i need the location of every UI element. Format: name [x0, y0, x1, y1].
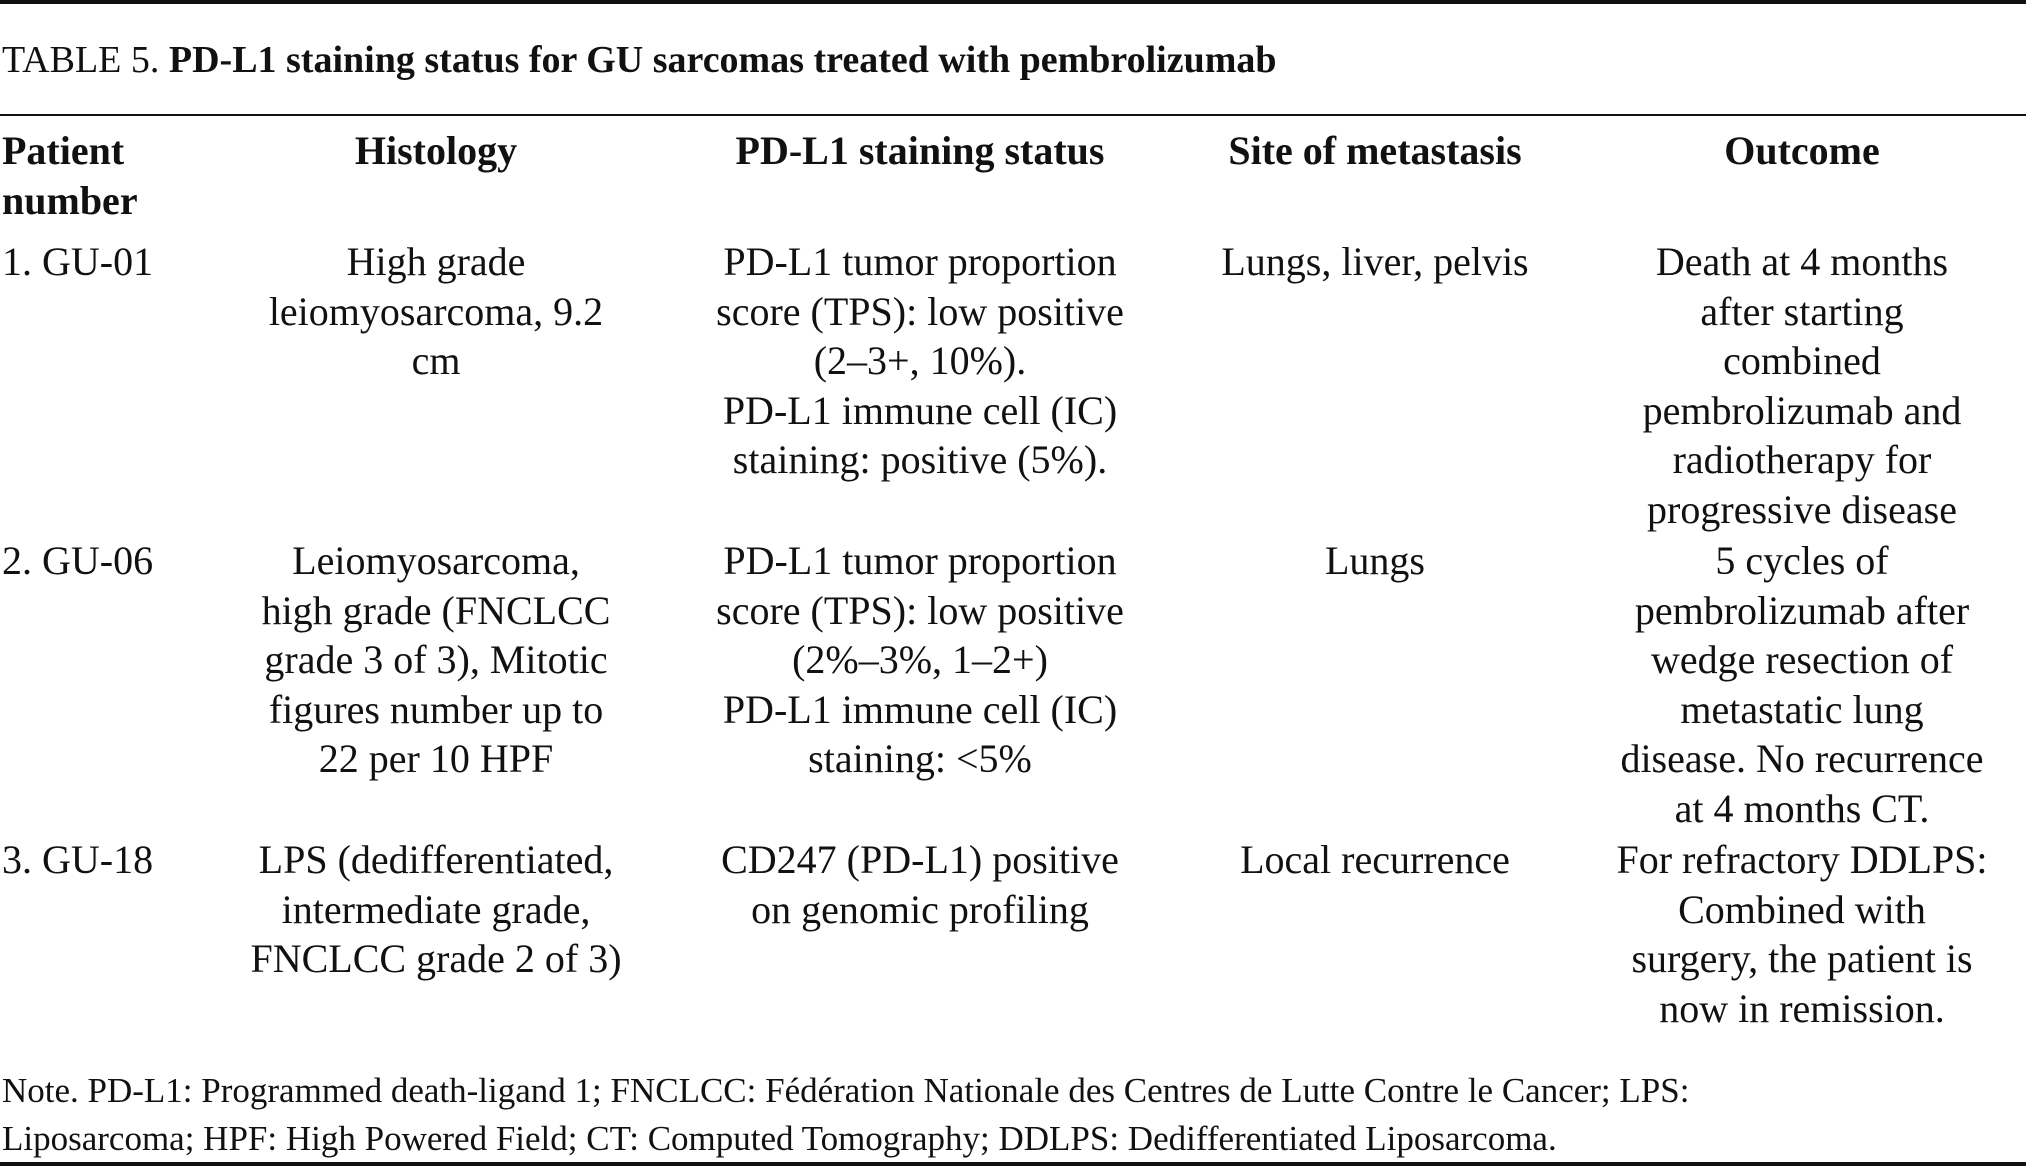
row-2-outcome-line: disease. No recurrence	[1620, 736, 1984, 781]
table-title: PD-L1 staining status for GU sarcomas tr…	[168, 39, 1277, 81]
row-3-outcome: For refractory DDLPS: Combined with surg…	[1580, 835, 2024, 1033]
row-3-outcome-line: now in remission.	[1659, 985, 1945, 1031]
row-3-histology-line: FNCLCC grade 2 of 3)	[250, 936, 622, 981]
row-2-site-text: Lungs	[1325, 538, 1425, 583]
row-2-pdl1-status: PD-L1 tumor proportion score (TPS): low …	[665, 536, 1175, 784]
row-2-histology-line: 22 per 10 HPF	[318, 736, 554, 781]
row-1-pdl1-line: score (TPS): low positive	[716, 288, 1124, 334]
header-patient-number: Patient number	[2, 126, 202, 225]
header-patient-number-line-1: Patient	[2, 128, 125, 173]
row-1-histology: High grade leiomyosarcoma, 9.2 cm	[210, 237, 662, 386]
row-2-outcome-line: 5 cycles of	[1715, 538, 1889, 583]
row-1-outcome-line: pembrolizumab and	[1642, 387, 1962, 433]
row-2-outcome-line: metastatic lung	[1680, 686, 1924, 732]
header-site-of-metastasis-text: Site of metastasis	[1228, 128, 1522, 173]
header-outcome-text: Outcome	[1724, 128, 1880, 173]
row-3-histology-line: LPS (dedifferentiated,	[258, 837, 614, 882]
row-3-patient-number-text: 3. GU-18	[2, 837, 154, 882]
row-3-outcome-line: Combined with	[1678, 886, 1926, 932]
header-outcome: Outcome	[1580, 126, 2024, 176]
row-2-histology: Leiomyosarcoma, high grade (FNCLCC grade…	[210, 536, 662, 784]
row-1-histology-line: High grade	[346, 239, 526, 284]
row-1-site-text: Lungs, liver, pelvis	[1221, 239, 1529, 284]
row-3-histology-line: intermediate grade,	[281, 886, 591, 932]
bottom-rule	[0, 1162, 2026, 1166]
row-1-outcome: Death at 4 months after starting combine…	[1580, 237, 2024, 534]
header-pdl1-status: PD-L1 staining status	[665, 126, 1175, 176]
header-patient-number-line-2: number	[2, 177, 138, 223]
row-2-outcome-line: wedge resection of	[1650, 637, 1954, 682]
top-rule	[0, 0, 2026, 4]
header-site-of-metastasis: Site of metastasis	[1180, 126, 1570, 176]
row-1-histology-line: leiomyosarcoma, 9.2	[268, 288, 604, 334]
row-1-site-of-metastasis: Lungs, liver, pelvis	[1180, 237, 1570, 287]
row-3-outcome-line: surgery, the patient is	[1631, 936, 1973, 981]
row-2-patient-number: 2. GU-06	[2, 536, 202, 586]
row-1-outcome-line: radiotherapy for	[1672, 437, 1932, 482]
row-3-histology: LPS (dedifferentiated, intermediate grad…	[210, 835, 662, 984]
header-pdl1-status-text: PD-L1 staining status	[735, 128, 1105, 173]
row-1-outcome-line: after starting	[1700, 288, 1904, 334]
row-1-pdl1-line: (2–3+, 10%).	[813, 338, 1027, 383]
row-2-outcome-line: at 4 months CT.	[1674, 785, 1930, 831]
row-3-site-text: Local recurrence	[1240, 837, 1510, 882]
row-1-pdl1-line: staining: positive (5%).	[732, 437, 1108, 482]
table-note-line-2: Liposarcoma; HPF: High Powered Field; CT…	[2, 1119, 1557, 1158]
row-3-site-of-metastasis: Local recurrence	[1180, 835, 1570, 885]
row-1-patient-number-text: 1. GU-01	[2, 239, 154, 284]
row-3-pdl1-line: on genomic profiling	[751, 886, 1089, 932]
row-1-outcome-line: progressive disease	[1647, 486, 1957, 532]
row-3-patient-number: 3. GU-18	[2, 835, 202, 885]
table-note: Note. PD-L1: Programmed death-ligand 1; …	[2, 1067, 2024, 1163]
row-1-histology-line: cm	[411, 338, 461, 383]
row-3-pdl1-status: CD247 (PD-L1) positive on genomic profil…	[665, 835, 1175, 934]
row-2-pdl1-line: (2%–3%, 1–2+)	[792, 637, 1048, 682]
row-2-pdl1-line: score (TPS): low positive	[716, 587, 1124, 633]
row-1-patient-number: 1. GU-01	[2, 237, 202, 287]
row-3-outcome-line: For refractory DDLPS:	[1616, 837, 1988, 882]
table-caption: TABLE 5. PD-L1 staining status for GU sa…	[2, 36, 1277, 84]
header-histology: Histology	[210, 126, 662, 176]
row-2-outcome: 5 cycles of pembrolizumab after wedge re…	[1580, 536, 2024, 833]
row-1-pdl1-line: PD-L1 tumor proportion	[723, 239, 1117, 284]
row-3-pdl1-line: CD247 (PD-L1) positive	[721, 837, 1119, 882]
row-2-outcome-line: pembrolizumab after	[1634, 587, 1970, 633]
row-1-outcome-line: combined	[1723, 338, 1881, 383]
row-2-pdl1-line: PD-L1 immune cell (IC)	[722, 686, 1118, 732]
row-1-pdl1-line: PD-L1 immune cell (IC)	[722, 387, 1118, 433]
row-1-outcome-line: Death at 4 months	[1655, 239, 1949, 284]
row-2-histology-line: Leiomyosarcoma,	[292, 538, 580, 583]
row-2-pdl1-line: PD-L1 tumor proportion	[723, 538, 1117, 583]
row-2-histology-line: high grade (FNCLCC	[261, 587, 611, 633]
row-2-pdl1-line: staining: <5%	[808, 736, 1032, 781]
row-2-patient-number-text: 2. GU-06	[2, 538, 154, 583]
header-histology-text: Histology	[354, 128, 518, 173]
row-1-pdl1-status: PD-L1 tumor proportion score (TPS): low …	[665, 237, 1175, 485]
header-rule	[0, 114, 2026, 116]
row-2-histology-line: grade 3 of 3), Mitotic	[264, 637, 608, 682]
row-2-histology-line: figures number up to	[268, 686, 604, 732]
row-2-site-of-metastasis: Lungs	[1180, 536, 1570, 586]
table-note-line-1: Note. PD-L1: Programmed death-ligand 1; …	[2, 1071, 1690, 1110]
table-label: TABLE 5.	[2, 39, 160, 81]
